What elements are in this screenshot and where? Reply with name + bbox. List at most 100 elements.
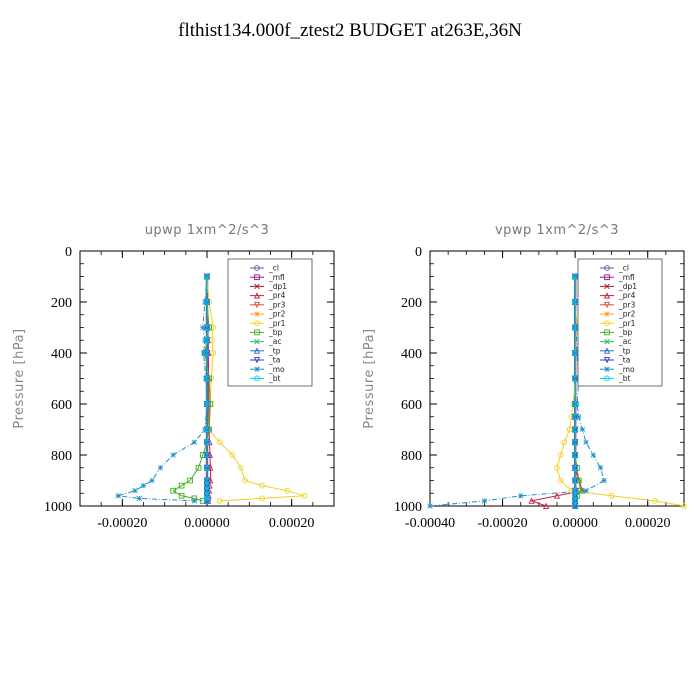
legend-label: _pr3 — [618, 300, 636, 309]
data-point — [170, 452, 176, 458]
legend-entry: _dp1 — [250, 282, 287, 291]
chart-panel-left: upwp 1xm^2/s^3 Pressure [hPa] 0 200 400 600 80… — [12, 223, 335, 531]
y-axis-label: Pressure [hPa] — [12, 328, 27, 428]
data-point — [608, 492, 615, 499]
legend-entry: _pr4 — [600, 291, 636, 300]
legend: _cl_mfl_dp1_pr4_pr3_pr2_pr1_bp_ac_tp_ta_… — [227, 258, 313, 387]
legend-marker — [254, 366, 260, 372]
legend-label: _ta — [618, 356, 630, 365]
data-point — [216, 439, 223, 446]
legend-label: _ac — [268, 337, 281, 346]
data-point — [572, 413, 578, 420]
data-point — [200, 350, 207, 356]
legend-label: _mfl — [268, 273, 285, 282]
series-pr4 — [528, 273, 586, 509]
data-point — [216, 498, 223, 504]
data-point — [238, 464, 244, 471]
data-point — [528, 497, 535, 504]
data-point — [597, 465, 604, 471]
legend-label: _pr1 — [268, 319, 286, 328]
legend-marker — [603, 292, 611, 299]
legend-label: _tp — [268, 346, 281, 355]
data-point — [204, 439, 210, 446]
legend-entry: _bp — [600, 328, 633, 337]
data-point — [572, 464, 578, 471]
legend-entry: _pr2 — [250, 310, 286, 319]
data-point — [566, 426, 573, 433]
legend-label: _pr2 — [618, 310, 636, 319]
data-point — [157, 465, 164, 471]
data-point — [557, 452, 564, 458]
y-tick-label: 600 — [51, 398, 72, 413]
legend-entry: _ac — [600, 337, 631, 346]
data-point — [572, 299, 578, 305]
legend-marker — [604, 366, 610, 372]
data-point — [572, 452, 578, 458]
legend-entry: _pr1 — [250, 319, 286, 328]
legend-entry: _bt — [250, 374, 281, 383]
legend-marker — [604, 283, 610, 290]
data-point — [590, 452, 596, 458]
legend-marker — [603, 301, 611, 309]
data-point — [191, 439, 197, 445]
legend-label: _cl — [618, 264, 629, 273]
data-point — [572, 401, 578, 407]
legend-marker — [254, 265, 260, 271]
legend-marker — [253, 292, 261, 299]
data-point — [259, 482, 265, 489]
data-point — [561, 439, 568, 446]
data-point — [576, 414, 582, 420]
legend-marker — [254, 320, 260, 327]
data-point — [204, 495, 210, 502]
legend-marker — [254, 338, 260, 345]
legend-label: _pr1 — [618, 319, 636, 328]
legend-marker — [254, 311, 260, 317]
data-point — [284, 487, 291, 494]
x-tick-label: -0.00040 — [405, 516, 455, 531]
data-point — [204, 401, 210, 407]
x-tick-label: 0.00000 — [184, 516, 230, 531]
legend-marker — [604, 329, 610, 336]
legend-label: _mo — [268, 365, 285, 374]
chart-panel-right: vpwp 1xm^2/s^3 Pressure [hPa] 0 200 400 600 80… — [362, 223, 687, 531]
data-point — [542, 502, 550, 509]
legend-label: _mfl — [618, 273, 635, 282]
series-bt — [572, 273, 578, 509]
data-point — [204, 350, 210, 356]
data-point — [259, 495, 265, 502]
data-point — [242, 477, 248, 484]
legend-entry: _mfl — [250, 273, 285, 282]
series-mo — [115, 273, 210, 504]
legend-marker — [604, 320, 610, 327]
chart-title: upwp 1xm^2/s^3 — [145, 223, 270, 238]
legend-marker — [603, 347, 611, 354]
data-point — [572, 273, 578, 280]
legend-entry: _ac — [250, 337, 281, 346]
data-point — [572, 503, 578, 509]
legend-label: _pr4 — [268, 291, 286, 300]
x-tick-label: 0.00000 — [552, 516, 598, 531]
y-tick-label: 600 — [401, 398, 422, 413]
legend-marker — [253, 357, 261, 364]
data-point — [170, 487, 176, 494]
data-point — [210, 350, 217, 356]
legend-marker — [604, 338, 610, 345]
legend-entry: _dp1 — [600, 282, 637, 291]
legend-entry: _bp — [250, 328, 283, 337]
data-point — [572, 477, 578, 484]
legend-marker — [253, 347, 261, 354]
y-tick-label: 200 — [51, 296, 72, 311]
legend-box — [577, 258, 663, 387]
data-point — [652, 498, 658, 504]
data-point — [204, 426, 210, 433]
data-point — [191, 498, 197, 504]
data-point — [132, 488, 138, 494]
data-point — [178, 482, 185, 489]
series-line — [556, 276, 685, 507]
data-point — [572, 324, 578, 331]
data-point — [583, 488, 589, 494]
data-point — [204, 464, 210, 471]
y-tick-label: 400 — [51, 347, 72, 362]
legend-marker — [254, 283, 260, 290]
data-point — [200, 324, 206, 331]
